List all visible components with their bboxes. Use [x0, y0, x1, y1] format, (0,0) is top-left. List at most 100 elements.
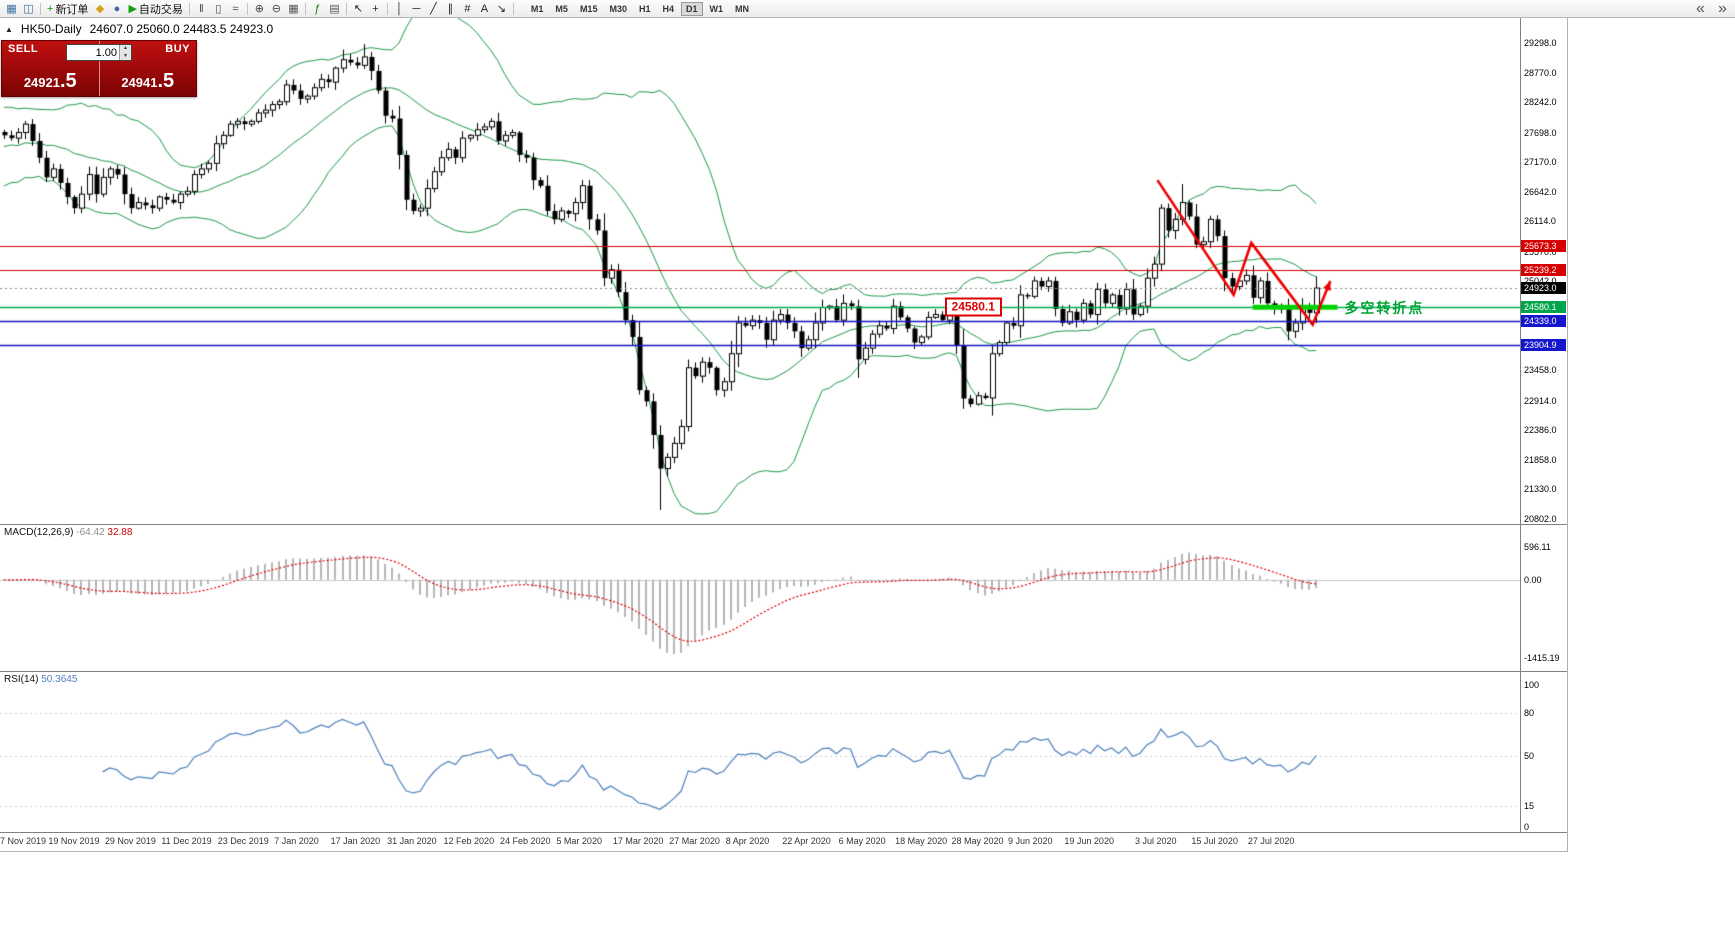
price-tick: 29298.0 [1524, 38, 1557, 49]
timeframe-w1[interactable]: W1 [709, 3, 724, 14]
bar-chart-icon: ‖ [199, 2, 204, 15]
toolbar-overflow-left-icon[interactable]: « [1696, 0, 1705, 17]
timeframe-h4[interactable]: H4 [662, 3, 674, 14]
rsi-tick: 80 [1524, 708, 1535, 719]
line-chart-icon: ≈ [232, 2, 239, 15]
macd-canvas[interactable] [0, 525, 1520, 671]
arrows-button[interactable]: ↘ [493, 1, 510, 17]
date-label: 3 Jul 2020 [1134, 836, 1177, 846]
price-tick: 23458.0 [1524, 365, 1557, 376]
indicators-icon: ƒ [314, 2, 321, 15]
zoom-out-button[interactable]: ⊖ [268, 1, 285, 17]
arrows-icon: ↘ [496, 2, 507, 15]
timeframe-h1[interactable]: H1 [638, 3, 651, 14]
toolbar-separator [512, 2, 514, 15]
line-chart-button[interactable]: ≈ [227, 1, 244, 17]
text-button[interactable]: A [476, 1, 493, 17]
market-watch-button[interactable]: ● [108, 1, 125, 17]
date-label: 27 Mar 2020 [669, 836, 720, 846]
date-label: 24 Feb 2020 [499, 836, 551, 846]
autotrade-button[interactable]: ▶ 自动交易 [125, 1, 185, 17]
alerts-button[interactable]: ◆ [91, 1, 108, 17]
rsi-panel: 100 80 50 15 0 RSI(14) 50.3645 [0, 672, 1567, 832]
templates-icon: ▤ [329, 2, 340, 15]
price-badge: 25239.2 [1521, 264, 1566, 277]
price-tick: 28770.0 [1524, 67, 1557, 78]
main-chart-canvas[interactable] [0, 18, 1520, 524]
timeframe-m1[interactable]: M1 [530, 3, 544, 14]
price-tick: 21330.0 [1524, 484, 1557, 495]
toolbar-separator [246, 2, 248, 15]
channel-button[interactable]: ∥ [442, 1, 459, 17]
macd-tick: 596.11 [1524, 541, 1551, 552]
price-badge: 24580.1 [1521, 301, 1566, 314]
indicators-button[interactable]: ƒ [309, 1, 326, 17]
date-label: 7 Jan 2020 [274, 836, 319, 846]
trendline-button[interactable]: ╱ [425, 1, 442, 17]
chart-ohlc-values: 24607.0 25060.0 24483.5 24923.0 [89, 22, 274, 36]
date-label: 6 May 2020 [838, 836, 886, 846]
cursor-button[interactable]: ↖ [350, 1, 367, 17]
buy-button[interactable]: BUY 24941.5 [100, 41, 197, 96]
timeframe-mn[interactable]: MN [735, 3, 750, 14]
crosshair-icon: + [372, 2, 379, 15]
trendline-icon: ╱ [430, 2, 437, 15]
date-label: 12 Feb 2020 [443, 836, 495, 846]
bar-chart-button[interactable]: ‖ [193, 1, 210, 17]
price-axis[interactable]: 29298.0 28770.0 28242.0 27698.0 27170.0 26642… [1520, 18, 1567, 524]
panel-separator[interactable] [0, 671, 1567, 672]
price-tick: 22914.0 [1524, 395, 1557, 406]
timeframe-m5[interactable]: M5 [555, 3, 568, 14]
tile-windows-icon: ▦ [288, 2, 299, 15]
buy-price: 24941.5 [100, 70, 197, 93]
sell-price-pips: .5 [59, 70, 77, 92]
toolbar-buttons-group: ▦ ◫ + 新订单 ◆ ● ▶ 自动交易 ‖ ▯ ≈ ⊕ ⊖ ▦ ƒ ▤ ↖ + │ ─ ╱ ∥ # A ↘ [3, 1, 517, 17]
fibonacci-button[interactable]: # [459, 1, 476, 17]
toolbar-separator [304, 2, 306, 15]
rsi-value: 50.3645 [41, 674, 78, 685]
one-click-collapse-icon[interactable]: ▲ [5, 24, 13, 34]
timeframe-m30[interactable]: M30 [609, 3, 627, 14]
fibonacci-icon: # [464, 2, 471, 15]
sell-button[interactable]: SELL 24921.5 [2, 41, 100, 96]
price-tick: 27170.0 [1524, 157, 1557, 168]
vertical-line-button[interactable]: │ [391, 1, 408, 17]
price-tick: 28242.0 [1524, 97, 1557, 108]
new-chart-button[interactable]: ▦ [3, 1, 20, 17]
macd-name: MACD(12,26,9) [4, 527, 74, 538]
tile-windows-button[interactable]: ▦ [285, 1, 302, 17]
volume-input[interactable] [67, 45, 119, 60]
horizontal-line-button[interactable]: ─ [408, 1, 425, 17]
new-order-button[interactable]: + 新订单 [44, 1, 91, 17]
vertical-line-icon: │ [395, 2, 403, 15]
rsi-canvas[interactable] [0, 672, 1520, 832]
profiles-button[interactable]: ◫ [20, 1, 37, 17]
chart-symbol-header: ▲ HK50-Daily 24607.0 25060.0 24483.5 249… [5, 22, 273, 36]
macd-axis[interactable]: 596.11 0.00 -1415.19 [1520, 525, 1567, 671]
price-badge: 25673.3 [1521, 240, 1566, 253]
crosshair-button[interactable]: + [367, 1, 384, 17]
price-badge: 23904.9 [1521, 339, 1566, 352]
date-label: 11 Dec 2019 [161, 836, 212, 846]
buy-price-pips: .5 [157, 70, 175, 92]
zoom-in-button[interactable]: ⊕ [251, 1, 268, 17]
turning-point-annotation[interactable]: 多空转折点 [1344, 300, 1425, 317]
volume-down-icon[interactable]: ▼ [120, 52, 131, 60]
price-annotation-label[interactable]: 24580.1 [944, 297, 1002, 317]
time-axis[interactable]: 7 Nov 2019 19 Nov 2019 29 Nov 2019 11 Dec 2… [0, 832, 1567, 851]
templates-button[interactable]: ▤ [326, 1, 343, 17]
macd-label: MACD(12,26,9) -64.42 32.88 [4, 527, 132, 538]
candlestick-chart-button[interactable]: ▯ [210, 1, 227, 17]
panel-separator[interactable] [0, 524, 1567, 525]
timeframe-d1[interactable]: D1 [681, 1, 703, 16]
autotrade-icon: ▶ [128, 2, 137, 15]
timeframe-m15[interactable]: M15 [579, 3, 598, 14]
macd-tick: 0.00 [1524, 574, 1542, 585]
sell-price: 24921.5 [2, 70, 99, 93]
rsi-axis[interactable]: 100 80 50 15 0 [1520, 672, 1567, 832]
volume-up-icon[interactable]: ▲ [120, 45, 131, 53]
price-tick: 21858.0 [1524, 454, 1557, 465]
toolbar-overflow-right-icon[interactable]: » [1718, 0, 1727, 17]
price-tick: 26642.0 [1524, 186, 1557, 197]
buy-label: BUY [165, 43, 190, 55]
